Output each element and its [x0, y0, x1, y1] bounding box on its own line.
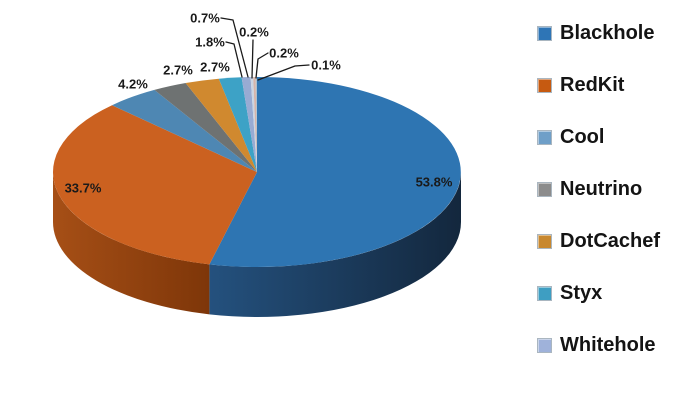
- legend-label-dotcachef: DotCachef: [560, 230, 661, 252]
- pie-slice-redkit[interactable]: [53, 105, 258, 265]
- legend-label-cool: Cool: [560, 126, 605, 148]
- pie-slice-neutrino[interactable]: [154, 83, 257, 172]
- slice-label-styx: 1.8%: [195, 35, 225, 50]
- legend-swatch-cool: [537, 129, 552, 145]
- legend-swatch-neutrino: [537, 181, 552, 197]
- pie-slice-cool[interactable]: [112, 89, 257, 172]
- slice-label-neutrino: 2.7%: [163, 63, 193, 78]
- slice-label-redkit: 33.7%: [65, 181, 102, 196]
- pie-side-redkit[interactable]: [52, 172, 210, 315]
- pie-slice-blackhole[interactable]: [209, 77, 461, 267]
- legend-label-blackhole: Blackhole: [560, 22, 655, 44]
- legend-swatch-whitehole: [537, 337, 552, 353]
- pie-slice-whitehole[interactable]: [241, 77, 257, 172]
- legend-item-styx[interactable]: Styx: [537, 280, 683, 306]
- slice-label-dotcachef: 2.7%: [200, 60, 230, 75]
- slice-label-slice-10: 0.1%: [311, 58, 341, 73]
- legend-item-neutrino[interactable]: Neutrino: [537, 176, 683, 202]
- leader-line-styx: [225, 41, 243, 78]
- pie-slice-styx[interactable]: [218, 77, 257, 172]
- legend-label-neutrino: Neutrino: [560, 178, 643, 200]
- legend-item-dotcachef[interactable]: DotCachef: [537, 228, 683, 254]
- leader-line-slice-9: [255, 52, 269, 79]
- leader-line-slice-8: [251, 39, 254, 79]
- legend-label-styx: Styx: [560, 282, 603, 304]
- pie-side-blackhole[interactable]: [209, 172, 461, 318]
- legend-swatch-styx: [537, 285, 552, 301]
- legend-label-redkit: RedKit: [560, 74, 625, 96]
- legend-item-blackhole[interactable]: Blackhole: [537, 20, 683, 46]
- slice-label-slice-8: 0.2%: [239, 25, 269, 40]
- legend-item-cool[interactable]: Cool: [537, 124, 683, 150]
- pie-slice-dotcachef[interactable]: [185, 78, 257, 172]
- legend: Blackhole RedKit Cool Neutrino DotCachef Styx…: [537, 20, 683, 358]
- pie-side-walls: [52, 172, 461, 318]
- leader-lines: [220, 17, 310, 81]
- slice-labels: 53.8%33.7%4.2%2.7% 2.7%1.8%0.7%0.2%0.2%0.…: [65, 11, 453, 196]
- legend-label-whitehole: Whitehole: [560, 334, 656, 356]
- leader-line-slice-10: [257, 64, 310, 81]
- slice-label-cool: 4.2%: [118, 77, 148, 92]
- leader-line-whitehole: [220, 17, 249, 78]
- pie-slice-slice-10[interactable]: [255, 76, 257, 172]
- slice-label-slice-9: 0.2%: [269, 46, 299, 61]
- legend-swatch-blackhole: [537, 25, 552, 41]
- slice-label-blackhole: 53.8%: [416, 175, 453, 190]
- legend-swatch-dotcachef: [537, 233, 552, 249]
- legend-swatch-redkit: [537, 77, 552, 93]
- legend-item-whitehole[interactable]: Whitehole: [537, 332, 683, 358]
- slice-label-whitehole: 0.7%: [190, 11, 220, 26]
- pie-top-faces: [53, 76, 461, 267]
- legend-item-redkit[interactable]: RedKit: [537, 72, 683, 98]
- pie-slice-slice-9[interactable]: [253, 76, 257, 172]
- pie-slice-slice-8[interactable]: [250, 76, 257, 172]
